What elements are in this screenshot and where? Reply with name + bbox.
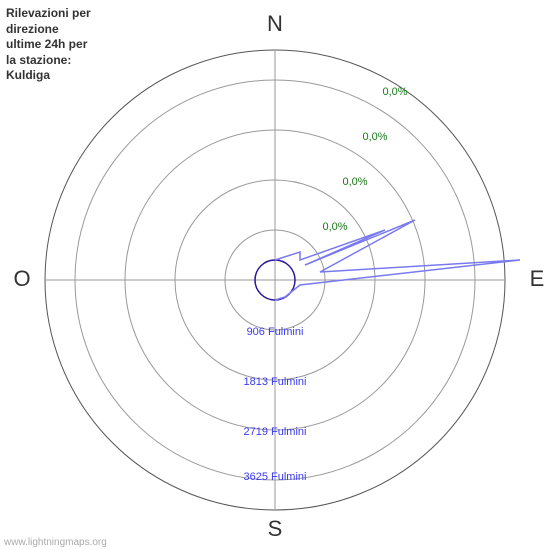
pct-label: 0,0% <box>382 86 407 98</box>
footer-credit: www.lightningmaps.org <box>4 537 107 548</box>
cardinal-s: S <box>268 516 283 541</box>
cardinal-o: O <box>13 266 30 291</box>
count-label: 3625 Fulmini <box>244 471 307 483</box>
count-label: 906 Fulmini <box>247 326 304 338</box>
count-label: 1813 Fulmini <box>244 376 307 388</box>
pct-label: 0,0% <box>342 176 367 188</box>
rose-polyline <box>275 220 520 300</box>
count-label: 2719 Fulmini <box>244 426 307 438</box>
pct-label: 0,0% <box>362 131 387 143</box>
cardinal-e: E <box>530 266 545 291</box>
pct-label: 0,0% <box>322 221 347 233</box>
cardinal-n: N <box>267 11 283 36</box>
polar-chart: N E S O 0,0% 0,0% 0,0% 0,0% 906 Fulmini 1813 Fu… <box>0 0 550 550</box>
